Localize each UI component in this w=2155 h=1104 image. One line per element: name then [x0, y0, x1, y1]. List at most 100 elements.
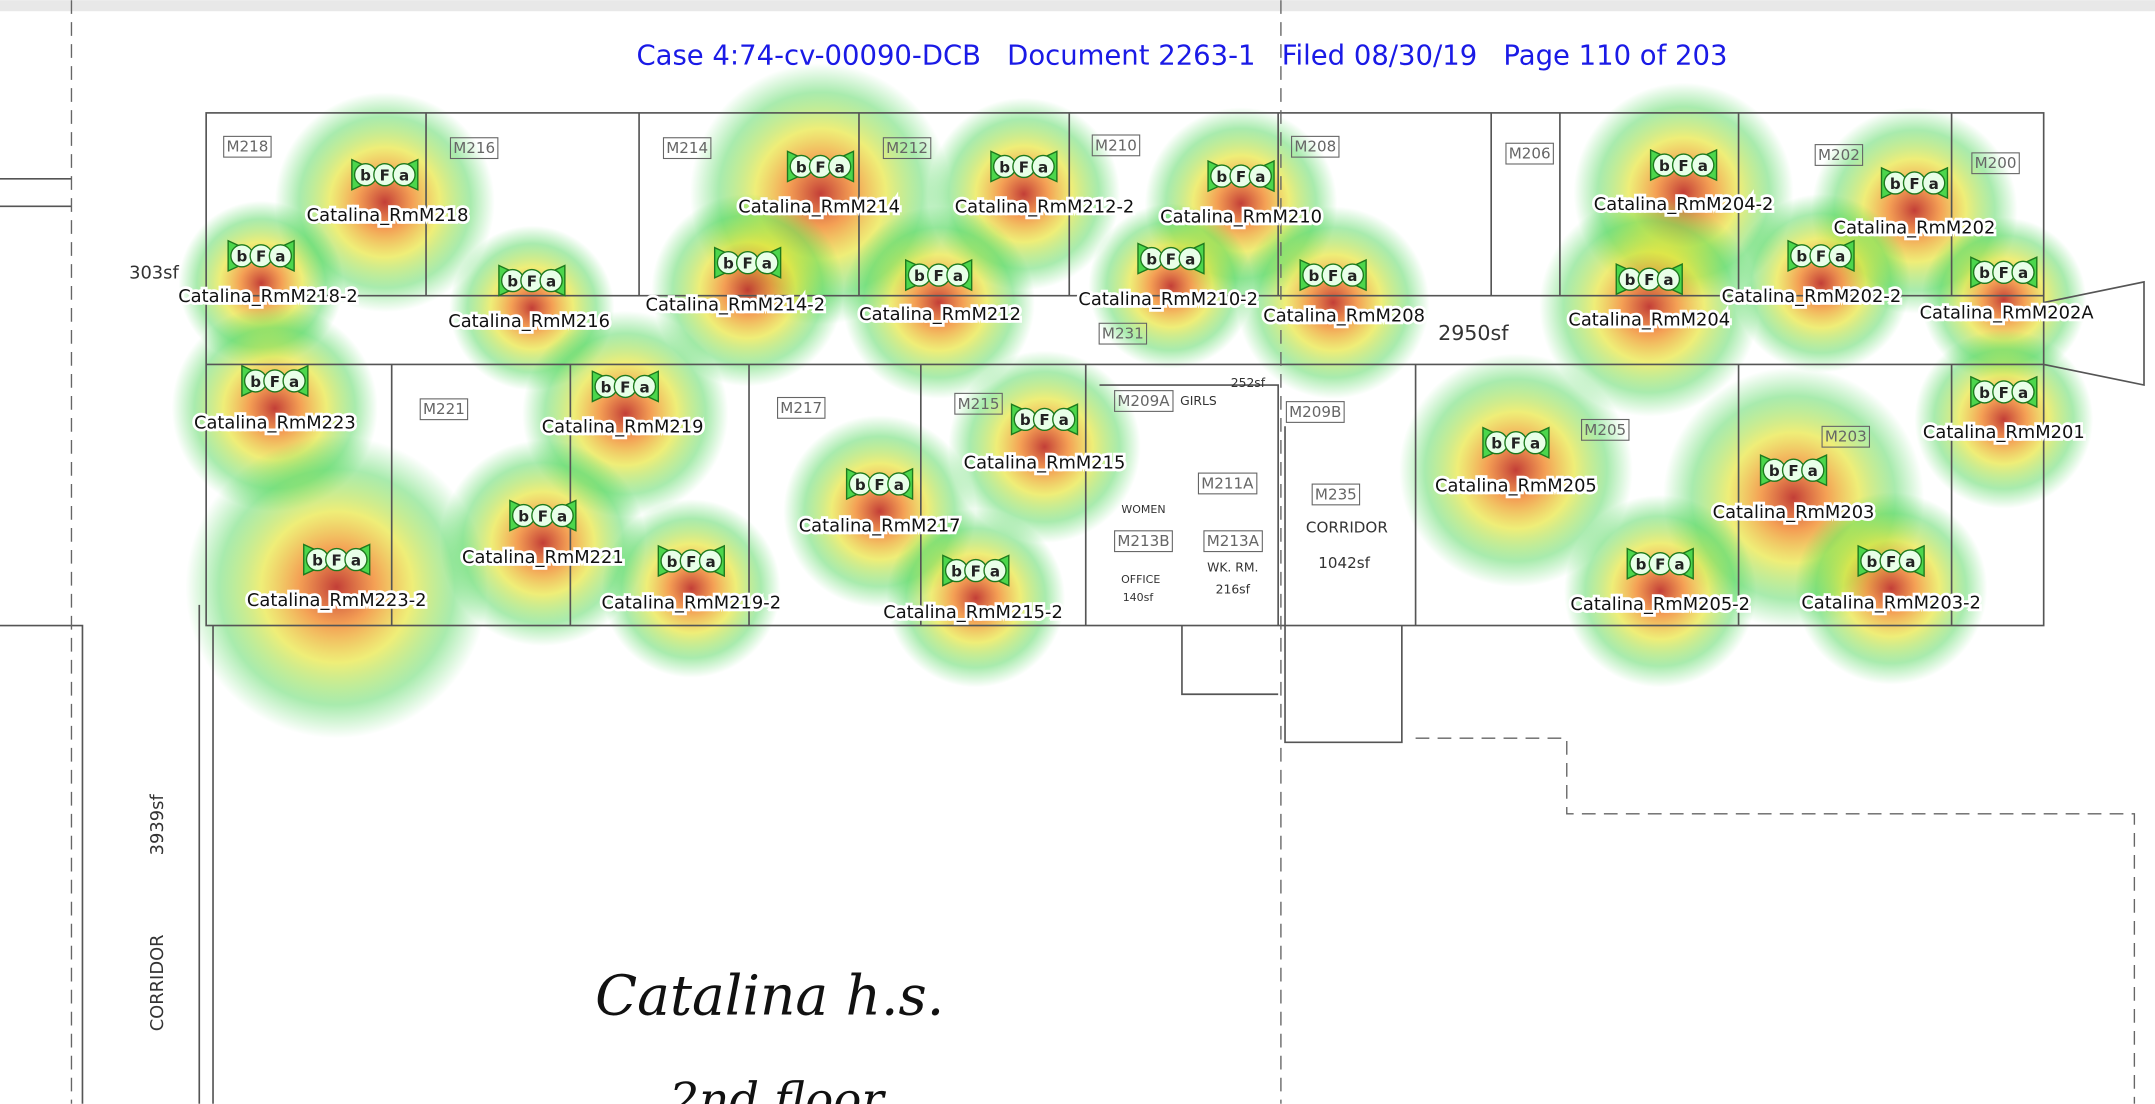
ap-label: Catalina_RmM214-2: [645, 294, 825, 315]
ap-icon-letter: b: [951, 562, 962, 580]
ap-label: Catalina_RmM223: [194, 412, 356, 433]
ap-icon-letter: b: [796, 158, 807, 176]
ap-icon-letter: b: [236, 248, 247, 266]
ap-icon-letter: b: [1796, 248, 1807, 266]
room-label: M211A: [1201, 474, 1254, 492]
ap-label: Catalina_RmM202A: [1920, 303, 2095, 324]
ap-icon-letter: b: [723, 255, 734, 273]
ap-icon-letter: F: [332, 551, 342, 569]
ap-icon-letter: b: [1979, 264, 1990, 282]
ap-icon-letter: F: [380, 167, 390, 185]
plan-note: GIRLS: [1180, 394, 1217, 408]
plan-note: 140sf: [1123, 591, 1155, 604]
ap-label: Catalina_RmM214: [738, 197, 900, 218]
ap-icon-letter: a: [275, 248, 285, 266]
ap-icon-letter: a: [546, 272, 556, 290]
heat-spot: [1914, 330, 2093, 509]
room-label: M214: [666, 139, 708, 157]
ap-label: Catalina_RmM215-2: [883, 602, 1063, 623]
heat-spot: [1564, 495, 1756, 687]
ap-icon-letter: F: [1019, 158, 1029, 176]
ap-label: Catalina_RmM208: [1263, 305, 1425, 326]
ap-icon-letter: b: [1216, 168, 1227, 186]
room-label: M215: [958, 395, 1000, 413]
ap-icon-letter: a: [2018, 384, 2028, 402]
room-label: M218: [226, 138, 268, 156]
ap-icon-letter: F: [1909, 175, 1919, 193]
ap-icon-letter: F: [1511, 435, 1521, 453]
room-label: M235: [1315, 485, 1357, 503]
ap-label: Catalina_RmM204: [1568, 309, 1730, 330]
plan-note: WK. RM.: [1207, 560, 1258, 574]
ap-icon-letter: a: [1663, 271, 1673, 289]
ap-icon-letter: a: [1674, 556, 1684, 574]
ap-icon-letter: b: [1020, 411, 1031, 429]
plan-note: 1042sf: [1318, 554, 1370, 572]
ap-icon-letter: b: [1890, 175, 1901, 193]
ap-label: Catalina_RmM202: [1834, 217, 1996, 238]
page: {"header": {"text": "Case 4:74-cv-00090-…: [0, 0, 2155, 1104]
ap-icon-letter: F: [270, 373, 280, 391]
ap-icon-letter: F: [527, 272, 537, 290]
ap-label: Catalina_RmM202-2: [1722, 286, 1902, 307]
ap-label: Catalina_RmM223-2: [247, 590, 427, 611]
room-label: M217: [780, 399, 822, 417]
ap-icon-letter: a: [1059, 411, 1069, 429]
ap-icon-letter: b: [855, 476, 866, 494]
ap-label: Catalina_RmM219: [542, 417, 704, 438]
ap-label: Catalina_RmM203-2: [1801, 593, 1981, 614]
ap-icon-letter: a: [1530, 435, 1540, 453]
ap-icon-letter: b: [1625, 271, 1636, 289]
ap-icon-letter: b: [999, 158, 1010, 176]
ap-icon-letter: a: [835, 158, 845, 176]
ap-label: Catalina_RmM212: [859, 304, 1021, 325]
ap-label: Catalina_RmM215: [964, 452, 1126, 473]
plan-note: 3939sf: [147, 794, 168, 856]
plan-note: 252sf: [1231, 376, 1266, 390]
room-label: M213B: [1117, 532, 1169, 550]
ap-icon-letter: b: [1659, 157, 1670, 175]
ap-icon-letter: F: [1816, 248, 1826, 266]
room-label: M202: [1818, 146, 1860, 164]
ap-icon-letter: a: [762, 255, 772, 273]
ap-icon-letter: a: [1905, 553, 1915, 571]
plan-title: Catalina h.s.: [595, 963, 944, 1027]
plan-note: CORRIDOR: [1306, 518, 1388, 536]
ap-icon-letter: b: [667, 553, 678, 571]
ap-icon-letter: a: [953, 267, 963, 285]
ap-icon-letter: b: [1491, 435, 1502, 453]
ap-label: Catalina_RmM218-2: [178, 286, 358, 307]
room-label: M213A: [1207, 532, 1260, 550]
ap-icon-letter: b: [360, 167, 371, 185]
ap-icon-letter: b: [250, 373, 261, 391]
ap-icon-letter: F: [1039, 411, 1049, 429]
ap-icon-letter: F: [1236, 168, 1246, 186]
ap-icon-letter: F: [1328, 267, 1338, 285]
floor-plan-view: 303sf2950sfCORRIDOR3939sfCORRIDOR1042sfG…: [0, 0, 2155, 1104]
ap-icon-letter: F: [1166, 250, 1176, 268]
ap-icon-letter: a: [2018, 264, 2028, 282]
ap-icon-letter: a: [639, 378, 649, 396]
ap-icon-letter: b: [1636, 556, 1647, 574]
ap-icon-letter: a: [1185, 250, 1195, 268]
heat-spot: [602, 499, 781, 678]
ap-icon-letter: a: [557, 507, 567, 525]
toolbar-strip: [0, 0, 2155, 11]
plan-note: WOMEN: [1121, 503, 1165, 516]
room-label: M205: [1584, 421, 1626, 439]
ap-icon-letter: F: [1999, 384, 2009, 402]
ap-label: Catalina_RmM217: [799, 516, 961, 537]
room-label: M203: [1825, 428, 1867, 446]
ap-icon-letter: F: [1678, 157, 1688, 175]
room-label: M216: [453, 139, 495, 157]
ap-icon-letter: a: [705, 553, 715, 571]
room-label: M208: [1294, 138, 1336, 156]
ap-label: Catalina_RmM221: [462, 547, 624, 568]
room-label: M210: [1095, 136, 1137, 154]
ap-icon-letter: F: [1788, 462, 1798, 480]
ap-icon-letter: F: [815, 158, 825, 176]
ap-icon-letter: F: [620, 378, 630, 396]
ap-label: Catalina_RmM204-2: [1594, 194, 1774, 215]
ap-icon-letter: F: [256, 248, 266, 266]
plan-note: OFFICE: [1121, 573, 1160, 586]
